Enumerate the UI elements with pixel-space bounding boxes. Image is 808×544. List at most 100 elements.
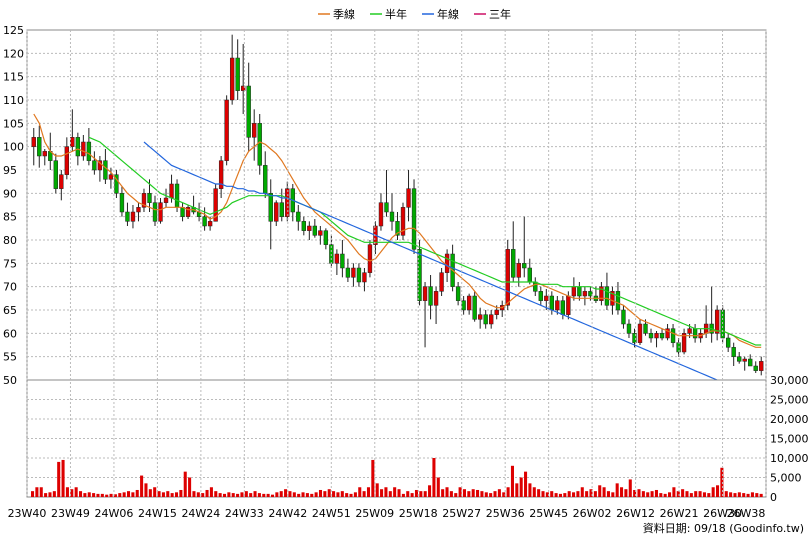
x-tick-label: 24W51 [312,507,351,520]
candle-up [582,291,588,297]
candle-up [130,211,136,222]
volume-bar [476,489,480,497]
volume-bar [48,492,52,497]
candle-up [665,328,670,339]
volume-bar [458,487,462,497]
volume-bar [733,493,737,497]
volume-bar [615,483,619,497]
candle-down [615,291,621,311]
candle-up [654,333,659,339]
candle-down [86,141,92,161]
candle-up [163,197,169,203]
x-tick-label: 25W18 [399,507,438,520]
candle-down [356,267,362,283]
volume-bar [567,491,571,497]
volume-bar [310,493,314,497]
legend-label: 三年 [489,7,511,21]
volume-bar [179,489,183,497]
volume-bar [353,492,357,497]
volume-bar [74,487,78,497]
candle-down [577,286,582,297]
volume-bar [515,483,519,497]
volume-bar [196,492,200,497]
candle-up [444,253,450,273]
volume-tick-label: 15,000 [770,433,808,446]
candle-down [461,300,466,311]
y-tick-label: 65 [3,304,17,317]
volume-bar [620,487,624,497]
candle-up [494,309,499,315]
volume-bar [454,493,458,497]
volume-bar [109,493,113,497]
volume-bar [580,487,584,497]
volume-tick-label: 0 [770,491,777,504]
candle-up [489,314,494,325]
price-plot-area [26,29,767,381]
y-tick-label: 90 [3,187,17,200]
volume-bar [493,491,497,497]
volume-bar [419,491,423,497]
volume-bar [524,471,528,497]
candle-down [621,309,626,325]
volume-bar [340,491,344,497]
candle-down [395,221,400,236]
volume-bar [205,489,209,497]
volume-bar [624,489,628,497]
volume-bar [441,489,445,497]
x-tick-label: 26W12 [616,507,655,520]
x-tick-label: 24W42 [268,507,307,520]
x-tick-label: 26W02 [573,507,612,520]
candle-up [466,295,472,311]
candle-down [604,286,610,306]
volume-bar [589,489,593,497]
candle-down [147,193,152,203]
volume-bar [87,492,91,497]
volume-tick-label: 10,000 [770,452,808,465]
volume-bar [284,489,288,497]
candle-up [637,323,643,343]
volume-bar [737,492,741,497]
volume-bar [729,492,733,497]
volume-bar [314,492,318,497]
candle-up [42,151,47,157]
candle-up [70,137,75,147]
volume-bar [105,494,109,497]
y-tick-label: 120 [3,47,24,60]
volume-bar [96,493,100,497]
volume-bar [755,493,759,497]
x-tick-label: 23W40 [8,507,47,520]
candle-down [323,230,329,245]
volume-bar [240,492,244,497]
volume-tick-label: 5,000 [770,472,802,485]
volume-bar [332,491,336,497]
candle-up [555,300,560,311]
volume-bar [323,491,327,497]
volume-bar [222,493,227,497]
volume-bar [637,489,641,497]
volume-bar [519,477,523,497]
volume-bar [484,492,488,497]
volume-bar [253,491,257,497]
y-tick-label: 55 [3,351,17,364]
volume-bar [126,491,131,497]
volume-bar [249,493,253,497]
candle-up [108,174,114,180]
candle-down [417,249,422,301]
volume-bar [227,492,231,497]
candle-down [246,85,251,138]
volume-bar [113,494,117,497]
volume-bar [502,492,506,497]
x-tick-label: 24W15 [138,507,177,520]
volume-bar [292,492,296,497]
volume-bar [633,489,637,497]
volume-tick-label: 30,000 [770,374,808,387]
candle-down [737,356,742,362]
volume-bar [209,487,213,497]
moving-average-line [143,141,718,381]
candle-up [378,202,384,227]
volume-bar [698,491,702,497]
volume-bar [266,493,270,497]
candle-up [681,333,687,353]
candle-down [549,295,554,311]
y-tick-label: 60 [3,327,17,340]
